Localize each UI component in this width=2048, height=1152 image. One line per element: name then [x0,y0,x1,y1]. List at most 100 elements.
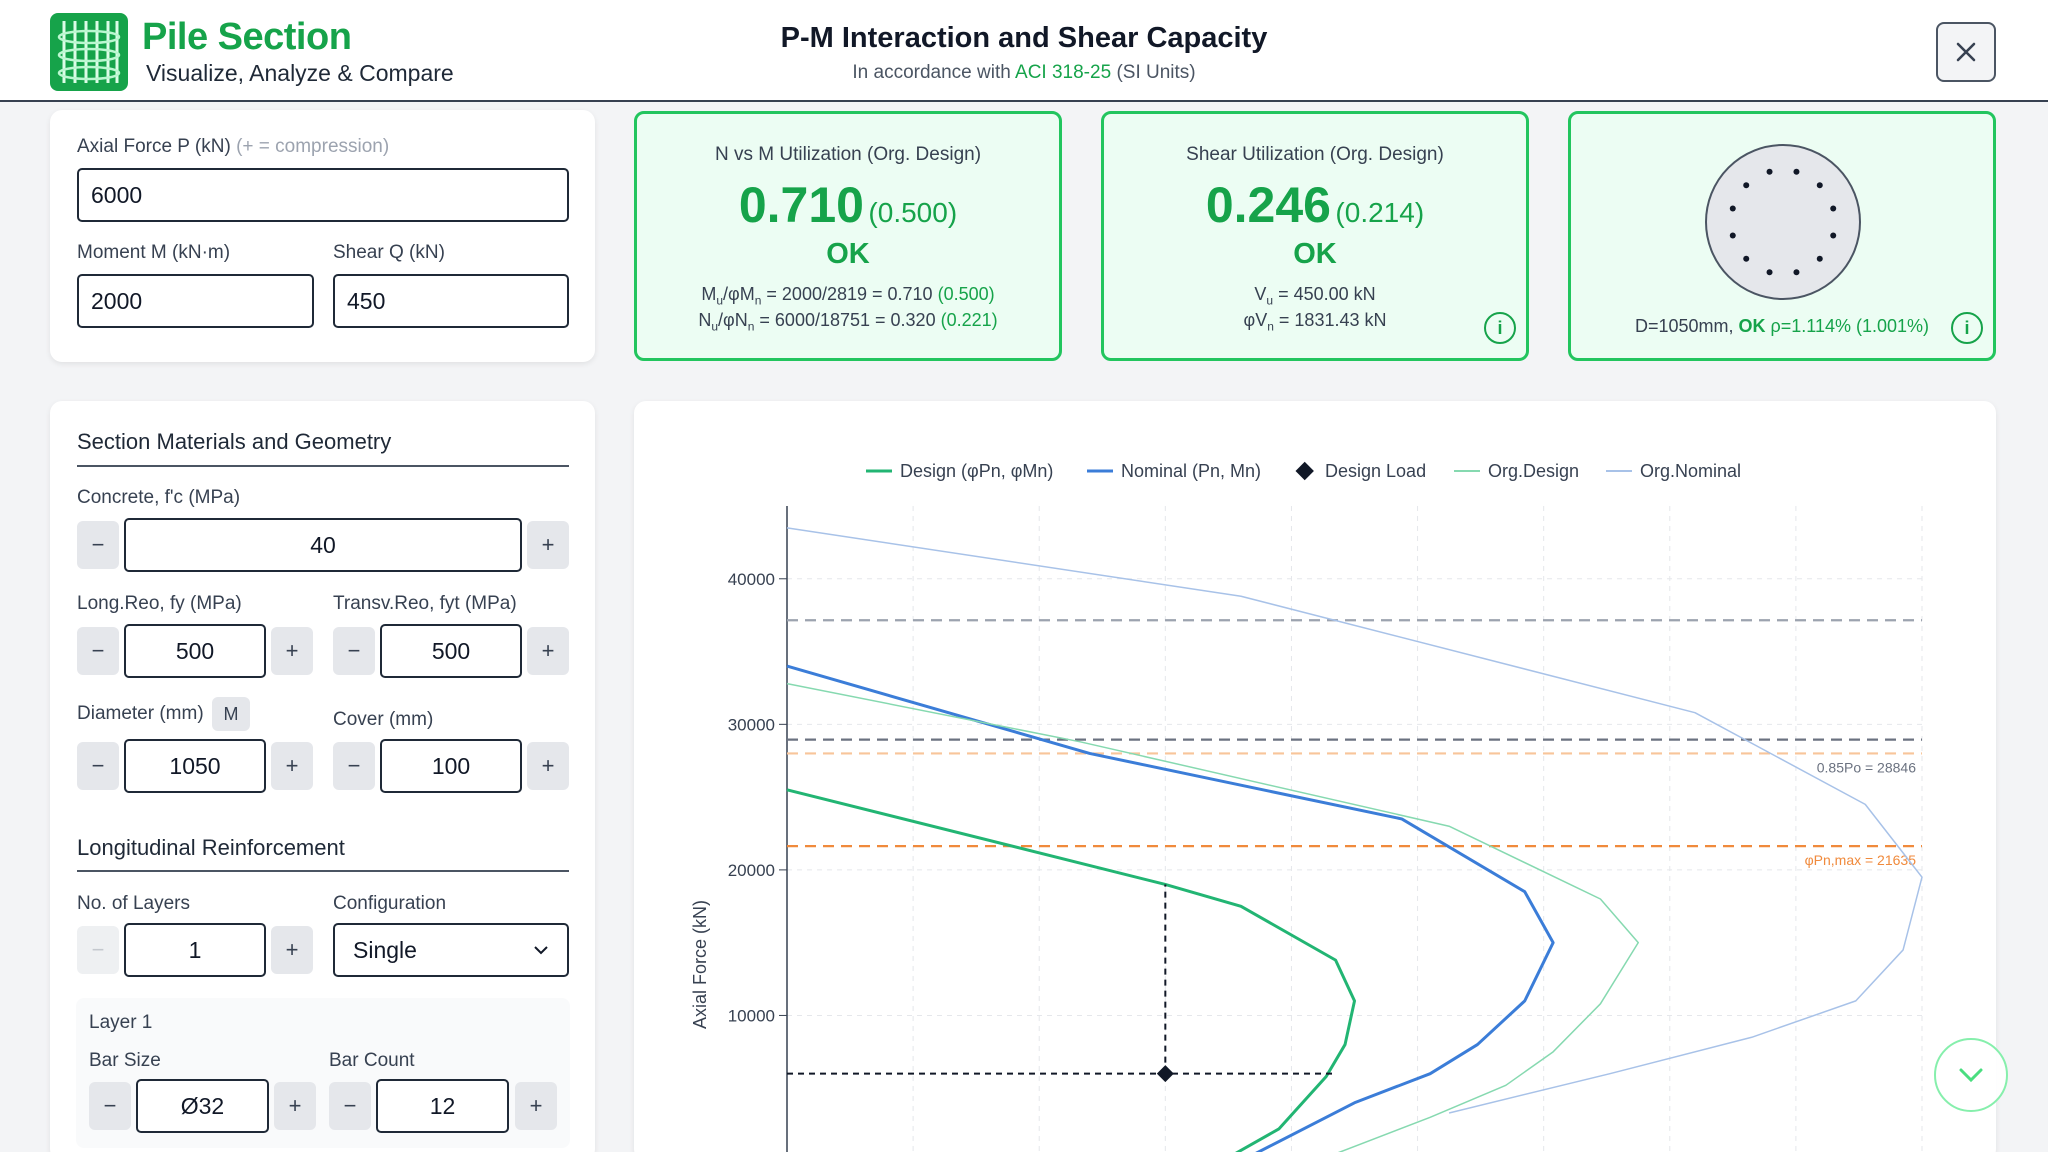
interaction-chart: 10000 20000 30000 40000 Axial Force (kN) 0.85… [690,461,1923,1152]
diameter-input[interactable]: 1050 [124,739,266,793]
concrete-decrement-button[interactable]: − [77,521,119,569]
concrete-increment-button[interactable]: + [527,521,569,569]
design-load-point [1156,1065,1174,1083]
legend-swatch [1295,461,1314,481]
shear-card-title: Shear Utilization (Org. Design) [1186,144,1444,165]
layer-1-panel: Layer 1 Bar Size − Ø32 + Bar Count − 12 … [76,998,570,1148]
legend-label[interactable]: Design (φPn, φMn) [900,461,1053,481]
fyt-input[interactable]: 500 [380,624,522,678]
rebar-dot [1816,255,1823,262]
fy-label: Long.Reo, fy (MPa) [77,593,242,614]
rebar-dot [1743,255,1750,262]
legend-label[interactable]: Design Load [1325,461,1426,481]
fyt-label: Transv.Reo, fyt (MPa) [333,593,517,614]
shear-status: OK [1293,238,1337,270]
pm-utilization-value: 0.710 (0.500) [738,177,958,233]
shear-demand: Vu = 450.00 kN [1254,284,1376,308]
axial-force-input[interactable]: 6000 [77,168,569,222]
shear-info-icon[interactable]: i [1484,312,1516,344]
fy-input[interactable]: 500 [124,624,266,678]
cover-decrement-button[interactable]: − [333,742,375,790]
standard-note: In accordance with ACI 318-25 (SI Units) [0,62,2048,84]
chevron-down-icon [1959,1068,1983,1083]
load-input-card: Axial Force P (kN) (+ = compression) 600… [50,110,595,362]
moment-input[interactable]: 2000 [77,274,314,328]
y-tick-label: 10000 [728,1006,775,1025]
interaction-chart-card: 10000 20000 30000 40000 Axial Force (kN) 0.85… [634,401,1996,1152]
reference-line-label: 0.85Po = 28846 [1817,759,1916,775]
shear-utilization-value: 0.246 (0.214) [1205,177,1425,233]
section-summary: D=1050mm, OK ρ=1.114% (1.001%) [1634,316,1930,336]
rebar-dot [1793,168,1800,175]
fyt-increment-button[interactable]: + [527,627,569,675]
bar-count-decrement-button[interactable]: − [329,1082,371,1130]
rebar-dot [1830,205,1837,212]
shear-input[interactable]: 450 [333,274,569,328]
close-icon [1956,42,1976,62]
cover-input[interactable]: 100 [380,739,522,793]
cover-increment-button[interactable]: + [527,742,569,790]
layer-title: Layer 1 [89,1012,153,1033]
bar-size-label: Bar Size [89,1050,161,1071]
scroll-down-button[interactable] [1934,1038,2008,1112]
diameter-increment-button[interactable]: + [271,742,313,790]
pm-status: OK [826,238,870,270]
cover-label: Cover (mm) [333,709,434,730]
close-button[interactable] [1936,22,1996,82]
pm-axial-ratio: Nu/φNn = 6000/18751 = 0.320 (0.221) [698,310,998,334]
page-title: P-M Interaction and Shear Capacity [780,22,1268,54]
pile-section-icon [1705,144,1861,300]
y-axis-label: Axial Force (kN) [690,900,710,1029]
rebar-dot [1766,269,1773,276]
standard-link[interactable]: ACI 318-25 [1015,62,1112,83]
fyt-decrement-button[interactable]: − [333,627,375,675]
axial-force-label: Axial Force P (kN) (+ = compression) [77,136,390,157]
series-line [786,527,1923,1114]
fy-decrement-button[interactable]: − [77,627,119,675]
legend-label[interactable]: Org.Design [1488,461,1579,481]
rebar-dot [1793,269,1800,276]
concrete-input[interactable]: 40 [124,518,522,572]
rebar-dot [1830,232,1837,239]
diameter-label: Diameter (mm) [77,703,204,724]
rebar-dot [1743,182,1750,189]
moment-label: Moment M (kN·m) [77,242,231,263]
shear-label: Shear Q (kN) [333,242,445,263]
shear-capacity: φVn = 1831.43 kN [1243,310,1387,334]
pm-card-title: N vs M Utilization (Org. Design) [714,144,982,165]
series-line [786,664,1555,1152]
layers-increment-button[interactable]: + [271,926,313,974]
reinforcement-heading: Longitudinal Reinforcement [77,835,345,860]
fy-increment-button[interactable]: + [271,627,313,675]
layers-decrement-button[interactable]: − [77,926,119,974]
series-line [786,788,1356,1152]
series-line [786,682,1639,1152]
rebar-dot [1766,168,1773,175]
standard-prefix: In accordance with [852,62,1011,83]
legend-label[interactable]: Nominal (Pn, Mn) [1121,461,1261,481]
bar-size-increment-button[interactable]: + [274,1082,316,1130]
section-info-icon[interactable]: i [1951,312,1983,344]
diameter-decrement-button[interactable]: − [77,742,119,790]
standard-suffix: (SI Units) [1116,62,1196,83]
y-tick-label: 40000 [728,570,775,589]
legend-label[interactable]: Org.Nominal [1640,461,1741,481]
app-subtitle: Visualize, Analyze & Compare [146,60,454,86]
rebar-dot [1729,232,1736,239]
bar-size-decrement-button[interactable]: − [89,1082,131,1130]
diameter-mode-button[interactable]: M [212,697,250,731]
divider [77,465,569,467]
configuration-select[interactable]: Single [333,923,569,977]
section-preview-card: D=1050mm, OK ρ=1.114% (1.001%) i [1568,111,1996,361]
bar-count-label: Bar Count [329,1050,415,1071]
bar-count-input[interactable]: 12 [376,1079,509,1133]
chevron-down-icon [534,946,548,955]
bar-count-increment-button[interactable]: + [515,1082,557,1130]
rebar-dot [1816,182,1823,189]
bar-size-input[interactable]: Ø32 [136,1079,269,1133]
rebar-dot [1729,205,1736,212]
shear-utilization-card: Shear Utilization (Org. Design) 0.246 (0… [1101,111,1529,361]
app-header: Pile Section Visualize, Analyze & Compar… [0,0,2048,102]
layers-input[interactable]: 1 [124,923,266,977]
configuration-label: Configuration [333,893,447,914]
